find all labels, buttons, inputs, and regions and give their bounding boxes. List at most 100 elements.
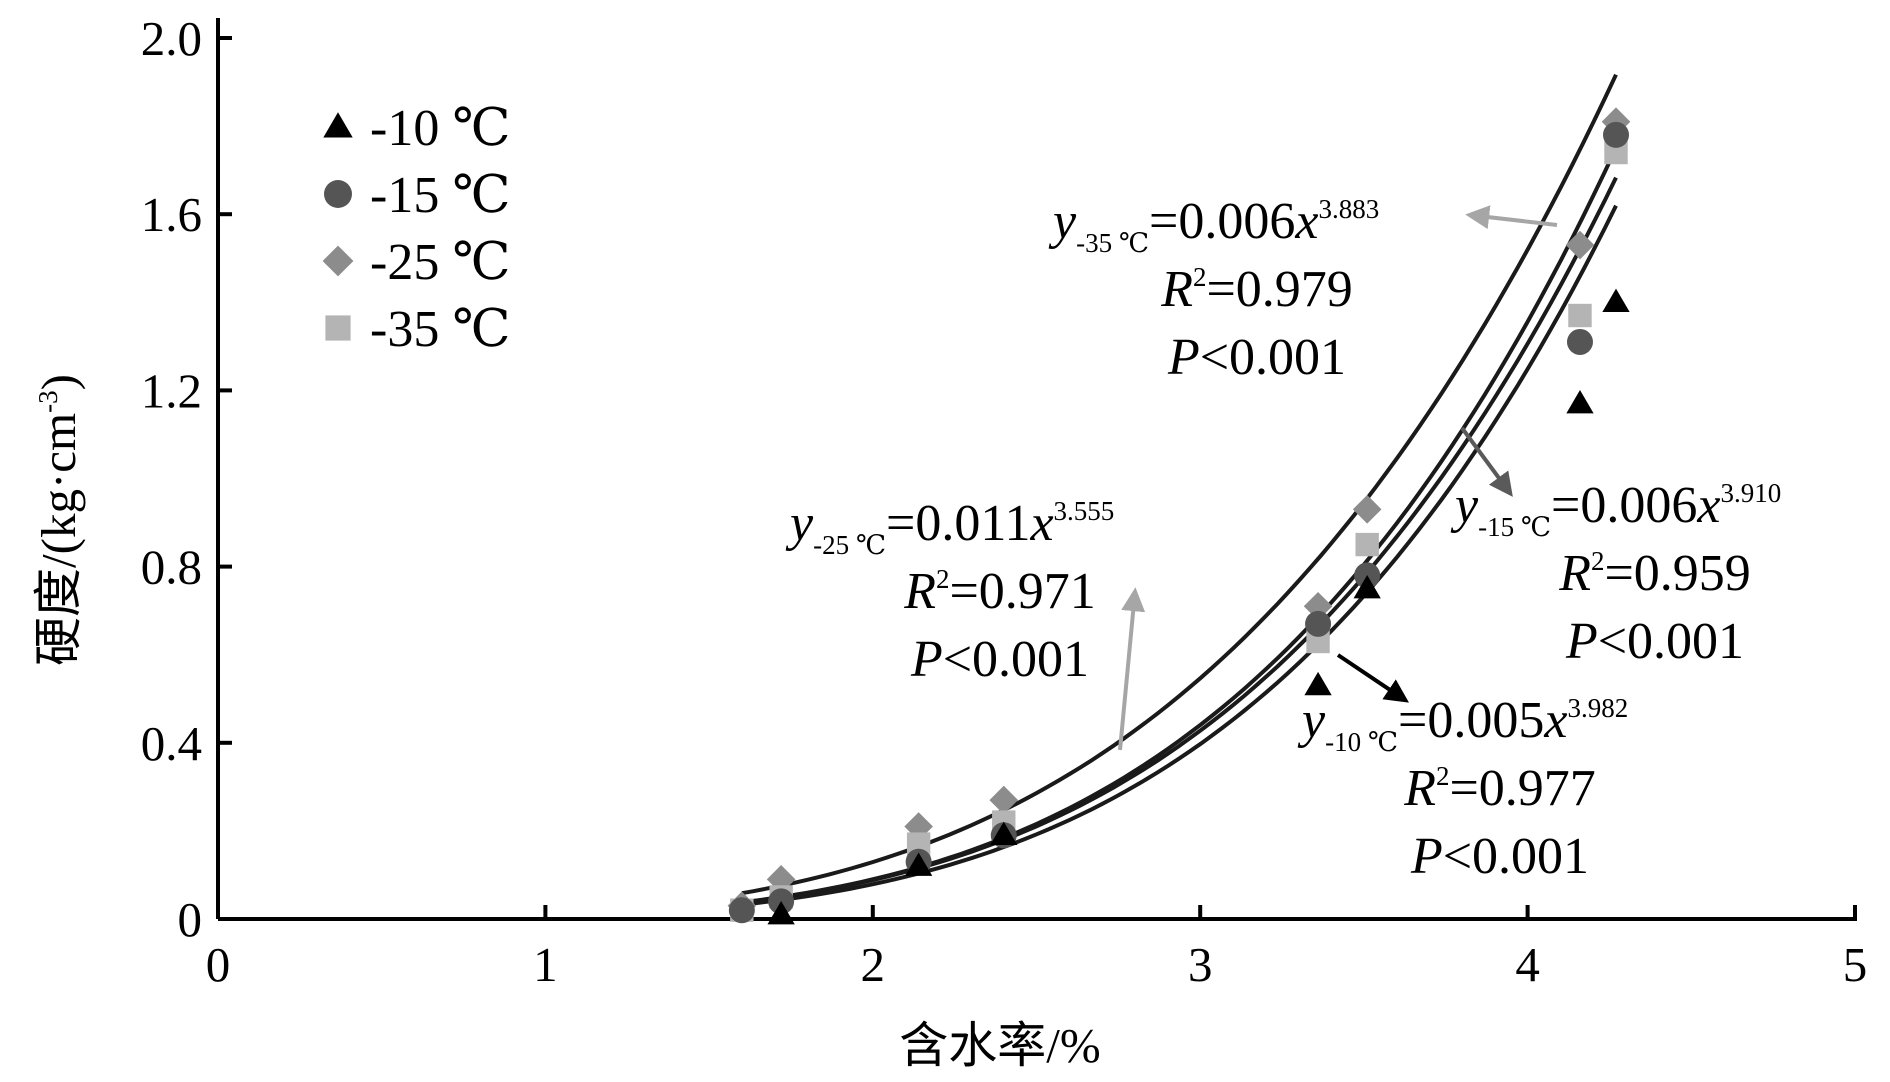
eq-y: y bbox=[1297, 692, 1326, 749]
eq-y: y bbox=[1048, 193, 1077, 250]
point-square bbox=[906, 832, 931, 856]
legend-marker bbox=[325, 315, 351, 341]
point-diamond bbox=[1565, 230, 1595, 260]
y-tick-label: 0.4 bbox=[141, 716, 202, 771]
r2-sup: 2 bbox=[1436, 761, 1450, 791]
point-triangle bbox=[1304, 671, 1332, 696]
eq-x: x bbox=[1029, 495, 1053, 552]
eq-coef: =0.005 bbox=[1398, 692, 1544, 749]
fit-p: P<0.001 bbox=[1565, 613, 1744, 670]
annotation-arrow bbox=[1118, 587, 1146, 751]
eq-sub: -10 ℃ bbox=[1325, 727, 1398, 757]
point-triangle bbox=[990, 821, 1018, 846]
y-tick-label: 2.0 bbox=[141, 11, 202, 66]
p-sym: P bbox=[1565, 613, 1598, 670]
r2-sym: R bbox=[903, 563, 936, 620]
fit-curve-10 bbox=[741, 204, 1618, 907]
r2-value: =0.971 bbox=[949, 563, 1095, 620]
r2-value: =0.977 bbox=[1449, 760, 1595, 817]
r2-sup: 2 bbox=[936, 564, 950, 594]
fit-equation: y-15 ℃=0.006x3.910 bbox=[1450, 477, 1781, 542]
fit-equation: y-35 ℃=0.006x3.883 bbox=[1048, 193, 1379, 258]
legend-label: -10 ℃ bbox=[370, 100, 511, 157]
x-tick-label: 4 bbox=[1515, 937, 1540, 992]
legend-marker bbox=[322, 245, 354, 277]
eq-exp: 3.910 bbox=[1720, 478, 1781, 508]
fit-r2: R2=0.977 bbox=[1403, 760, 1596, 817]
point-circle bbox=[728, 897, 755, 924]
x-tick-label: 3 bbox=[1188, 937, 1213, 992]
x-tick-label: 1 bbox=[533, 937, 558, 992]
eq-x: x bbox=[1294, 193, 1318, 250]
legend-label: -35 ℃ bbox=[370, 301, 511, 358]
x-tick-label: 5 bbox=[1843, 937, 1868, 992]
eq-x: x bbox=[1543, 692, 1567, 749]
annotation-arrow bbox=[1336, 653, 1409, 703]
eq-sub: -15 ℃ bbox=[1478, 512, 1551, 542]
eq-exp: 3.982 bbox=[1567, 693, 1628, 723]
p-value: <0.001 bbox=[943, 631, 1089, 688]
r2-sym: R bbox=[1160, 261, 1193, 318]
r2-value: =0.979 bbox=[1206, 261, 1352, 318]
y-axis-title-close: ) bbox=[31, 374, 86, 390]
eq-y: y bbox=[785, 495, 814, 552]
y-tick-label: 0 bbox=[178, 892, 203, 947]
y-tick-label: 1.2 bbox=[141, 363, 202, 418]
p-value: <0.001 bbox=[1443, 828, 1589, 885]
annotation-arrow bbox=[1460, 426, 1513, 497]
fit-p: P<0.001 bbox=[910, 631, 1089, 688]
legend-label: -25 ℃ bbox=[370, 234, 511, 291]
p-sym: P bbox=[1410, 828, 1443, 885]
eq-sub: -35 ℃ bbox=[1076, 228, 1149, 258]
eq-coef: =0.011 bbox=[886, 495, 1030, 552]
r2-sup: 2 bbox=[1193, 262, 1207, 292]
point-square bbox=[1306, 629, 1330, 654]
y-axis-title-sup: -3 bbox=[33, 390, 63, 413]
point-triangle bbox=[1353, 574, 1381, 599]
legend-label: -15 ℃ bbox=[370, 167, 511, 224]
fit-r2: R2=0.959 bbox=[1558, 545, 1751, 602]
fit-curve-25 bbox=[741, 73, 1618, 896]
p-sym: P bbox=[910, 631, 943, 688]
fit-p: P<0.001 bbox=[1410, 828, 1589, 885]
y-tick-label: 0.8 bbox=[141, 540, 202, 595]
x-tick-label: 2 bbox=[861, 937, 886, 992]
x-tick-label: 0 bbox=[206, 937, 231, 992]
point-circle bbox=[1305, 610, 1332, 637]
legend: -10 ℃ -15 ℃ -25 ℃ -35 ℃ bbox=[322, 100, 511, 358]
fit-p: P<0.001 bbox=[1167, 329, 1346, 386]
r2-sym: R bbox=[1403, 760, 1436, 817]
eq-coef: =0.006 bbox=[1551, 477, 1697, 534]
point-square bbox=[1568, 303, 1592, 328]
p-sym: P bbox=[1167, 329, 1200, 386]
axes: 0 1 2 3 4 5 0 0.4 0.8 1.2 1.6 2.0 bbox=[141, 11, 1868, 992]
fit-curves bbox=[741, 73, 1618, 907]
point-diamond bbox=[904, 812, 933, 841]
point-square bbox=[1355, 532, 1379, 557]
r2-value: =0.959 bbox=[1604, 545, 1750, 602]
y-axis-title-main: 硬度/(kg·cm bbox=[31, 413, 86, 666]
r2-sym: R bbox=[1558, 545, 1591, 602]
point-diamond bbox=[1352, 495, 1382, 524]
eq-coef: =0.006 bbox=[1149, 193, 1295, 250]
point-triangle bbox=[1566, 389, 1594, 414]
fit-r2: R2=0.971 bbox=[903, 563, 1096, 620]
fit-equation: y-10 ℃=0.005x3.982 bbox=[1297, 692, 1628, 757]
point-square bbox=[1604, 140, 1628, 165]
eq-sub: -25 ℃ bbox=[813, 530, 886, 560]
x-axis-title: 含水率/% bbox=[899, 1018, 1100, 1073]
point-diamond bbox=[989, 785, 1019, 815]
eq-y: y bbox=[1450, 477, 1479, 534]
legend-marker bbox=[324, 180, 352, 208]
data-points bbox=[727, 107, 1631, 925]
r2-sup: 2 bbox=[1591, 546, 1605, 576]
point-triangle bbox=[904, 852, 933, 876]
eq-x: x bbox=[1696, 477, 1720, 534]
point-triangle bbox=[767, 900, 795, 925]
